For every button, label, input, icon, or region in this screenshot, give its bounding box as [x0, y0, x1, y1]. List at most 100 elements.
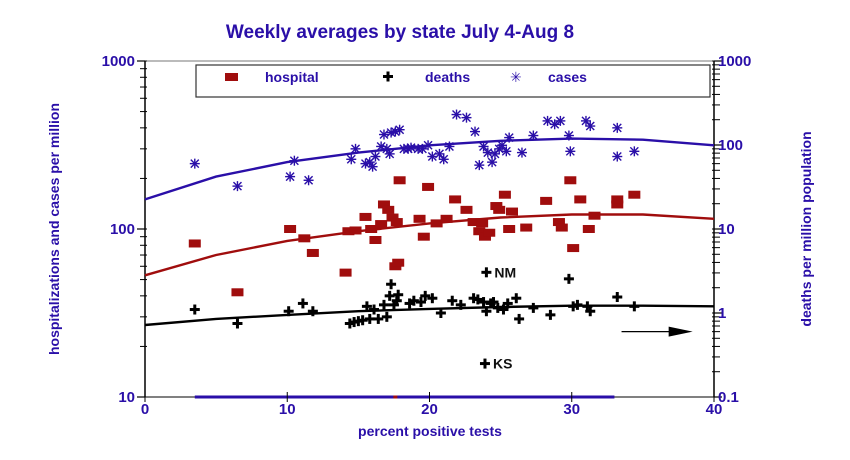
deaths-point	[572, 299, 583, 310]
hospital-point	[342, 227, 355, 236]
x-axis-label: percent positive tests	[358, 423, 502, 439]
deaths-point	[364, 313, 375, 324]
cases-point	[528, 130, 539, 141]
legend-hospital-marker	[225, 73, 238, 81]
hospital-point	[349, 226, 362, 235]
hospital-point	[284, 225, 297, 233]
hospital-point	[422, 182, 435, 191]
cases-point	[378, 129, 389, 140]
cases-point	[403, 143, 414, 154]
deaths-point	[455, 299, 466, 310]
hospital-point	[611, 200, 624, 209]
deaths-point	[408, 295, 419, 306]
cases-point	[417, 143, 428, 154]
hospital-point	[339, 268, 352, 277]
hospital-point	[552, 218, 565, 227]
deaths-point	[502, 298, 513, 309]
hospital-point	[440, 214, 453, 223]
hospital-point	[386, 213, 399, 222]
deaths-point	[404, 298, 415, 309]
y-right-tick-label: 0.1	[718, 389, 739, 406]
deaths-point	[369, 304, 380, 315]
hospital-point	[503, 225, 516, 233]
deaths-point	[478, 297, 489, 308]
cases-point	[438, 154, 449, 165]
cases-point	[501, 146, 512, 157]
x-tick-label: 20	[421, 401, 438, 418]
deaths-point	[232, 318, 243, 329]
cases-point	[612, 151, 623, 162]
cases-point	[384, 148, 395, 159]
y-left-tick-label: 100	[110, 221, 135, 238]
y-axis-left-label: hospitalizations and cases per million	[46, 103, 62, 355]
deaths-point	[189, 304, 200, 315]
x-tick-label: 30	[563, 401, 580, 418]
deaths-point	[492, 302, 503, 313]
y-right-tick-label: 100	[718, 137, 743, 154]
cases-point	[367, 161, 378, 172]
deaths-point	[373, 313, 384, 324]
hospital-point	[628, 190, 641, 199]
cases-point	[565, 146, 576, 157]
cases-point	[444, 141, 455, 152]
deaths-point	[447, 295, 458, 306]
hospital-point	[377, 200, 390, 209]
cases-point	[394, 124, 405, 135]
hospital-point	[520, 223, 533, 232]
deaths-point	[545, 309, 556, 320]
annotations: NM KS	[493, 264, 693, 372]
deaths-point	[481, 267, 492, 278]
cases-point	[474, 160, 485, 171]
cases-point	[423, 140, 434, 151]
deaths-point	[585, 306, 596, 317]
cases-point	[487, 157, 498, 168]
hospital-point	[574, 195, 587, 204]
cases-point	[189, 158, 200, 169]
x-tick-label: 10	[279, 401, 296, 418]
hospital-point	[493, 205, 506, 214]
hospital-point	[413, 214, 426, 223]
legend-hospital-label: hospital	[265, 69, 319, 85]
hospital-point	[417, 232, 430, 241]
deaths-point	[582, 301, 593, 312]
cases-point	[563, 130, 574, 141]
legend-cases-label: cases	[548, 69, 587, 85]
plot-area	[144, 60, 715, 398]
deaths-point	[514, 313, 525, 324]
cases-point	[585, 121, 596, 132]
arrow-head	[668, 326, 693, 337]
data-points	[188, 109, 641, 369]
cases-point	[504, 132, 515, 143]
hospital-point	[393, 176, 406, 185]
hospital-point	[564, 176, 577, 185]
deaths-point	[297, 298, 308, 309]
deaths-point	[479, 358, 490, 369]
hospital-point	[430, 219, 443, 228]
deaths-point	[283, 306, 294, 317]
deaths-point	[391, 295, 402, 306]
cases-point	[434, 148, 445, 159]
deaths-point	[481, 306, 492, 317]
deaths-point	[393, 289, 404, 300]
cases-point	[497, 140, 508, 151]
hospital-point	[375, 220, 388, 229]
hospital-point	[483, 228, 496, 237]
hospital-point	[188, 239, 201, 248]
hospital-point	[359, 212, 372, 221]
hospital-point	[449, 195, 462, 204]
chart-title: Weekly averages by state July 4-Aug 8	[226, 22, 574, 43]
cases-point	[629, 146, 640, 157]
y-axis-right-label: deaths per million population	[798, 131, 814, 326]
annotation-nm: NM	[494, 264, 516, 280]
hospital-point	[473, 227, 486, 236]
hospital-point	[306, 248, 319, 257]
deaths-point	[378, 299, 389, 310]
axis-ticks: 0 10 20 30 40 10 100 1000 0.1 1 10 100 1000	[102, 53, 752, 418]
deaths-point	[435, 308, 446, 318]
hospital-point	[567, 244, 580, 253]
hospital-point	[365, 225, 378, 233]
deaths-point	[415, 297, 426, 308]
x-tick-label: 0	[141, 401, 149, 418]
deaths-point	[427, 293, 438, 304]
cases-point	[461, 112, 472, 123]
